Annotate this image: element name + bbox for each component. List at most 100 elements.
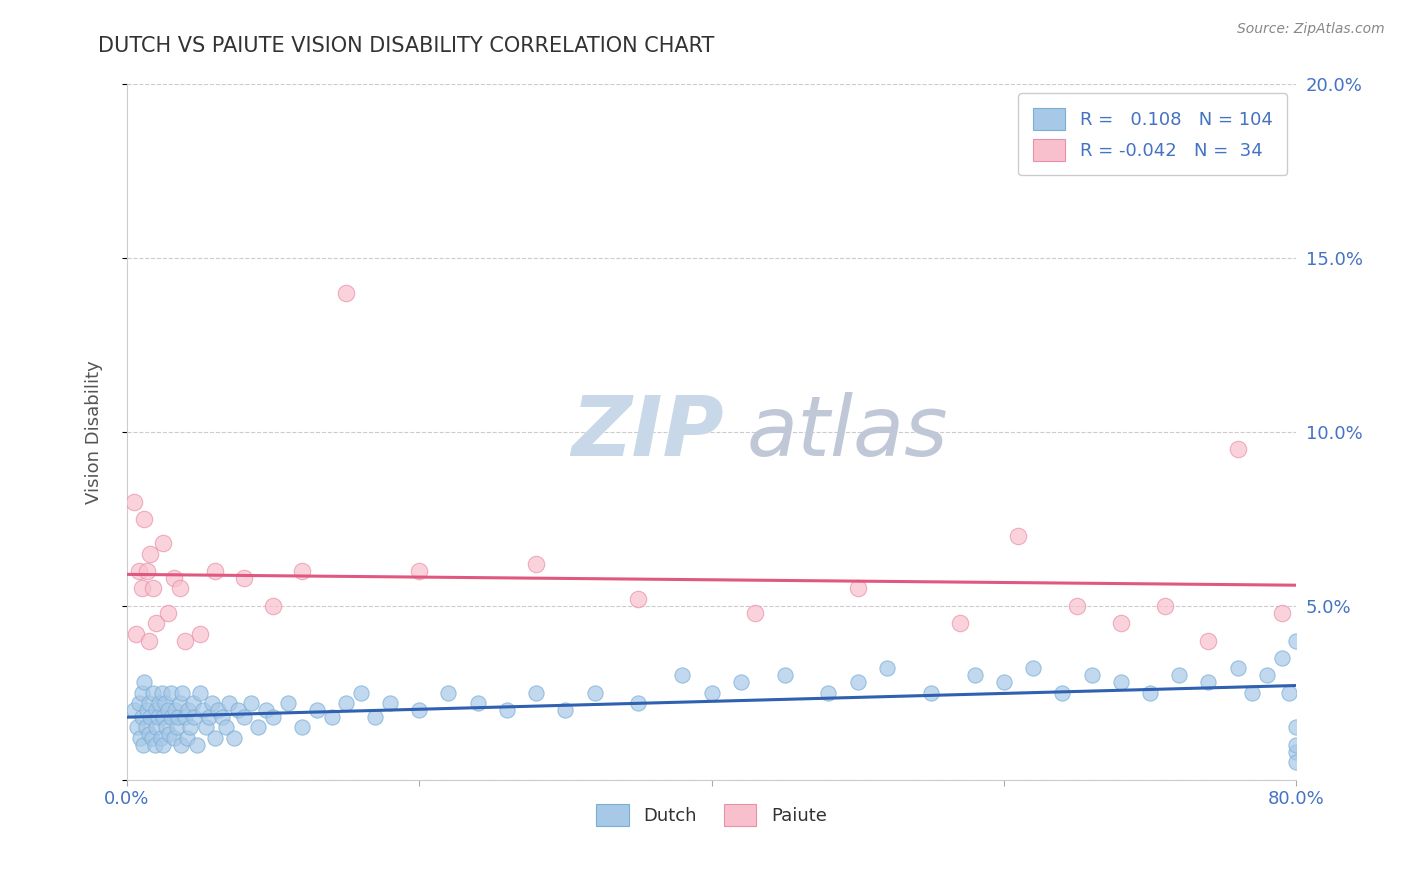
Point xyxy=(179,721,201,735)
Point xyxy=(554,703,576,717)
Point xyxy=(408,564,430,578)
Point xyxy=(131,582,153,596)
Point xyxy=(773,668,796,682)
Point xyxy=(496,703,519,717)
Point xyxy=(207,703,229,717)
Point xyxy=(232,710,254,724)
Point xyxy=(139,547,162,561)
Point xyxy=(1022,661,1045,675)
Point xyxy=(163,571,186,585)
Y-axis label: Vision Disability: Vision Disability xyxy=(86,360,103,504)
Point xyxy=(149,731,172,745)
Point xyxy=(197,710,219,724)
Point xyxy=(134,512,156,526)
Point xyxy=(142,582,165,596)
Point xyxy=(142,686,165,700)
Point xyxy=(165,703,187,717)
Point xyxy=(135,721,157,735)
Point xyxy=(156,703,179,717)
Point xyxy=(177,703,200,717)
Point xyxy=(232,571,254,585)
Point xyxy=(1285,738,1308,752)
Point xyxy=(254,703,277,717)
Point xyxy=(408,703,430,717)
Point xyxy=(1285,633,1308,648)
Point xyxy=(155,721,177,735)
Point xyxy=(128,696,150,710)
Point xyxy=(204,564,226,578)
Point xyxy=(1285,745,1308,759)
Point xyxy=(1168,668,1191,682)
Point xyxy=(846,675,869,690)
Point xyxy=(145,721,167,735)
Point xyxy=(159,710,181,724)
Point xyxy=(627,696,650,710)
Point xyxy=(138,727,160,741)
Point xyxy=(671,668,693,682)
Point xyxy=(170,738,193,752)
Point xyxy=(132,738,155,752)
Point xyxy=(350,686,373,700)
Point xyxy=(949,616,972,631)
Point xyxy=(817,686,839,700)
Point xyxy=(321,710,343,724)
Point xyxy=(122,494,145,508)
Point xyxy=(181,696,204,710)
Point xyxy=(627,591,650,606)
Point xyxy=(1080,668,1102,682)
Point xyxy=(1241,686,1264,700)
Point xyxy=(920,686,942,700)
Point xyxy=(305,703,328,717)
Point xyxy=(226,703,249,717)
Text: Source: ZipAtlas.com: Source: ZipAtlas.com xyxy=(1237,22,1385,37)
Point xyxy=(1052,686,1074,700)
Point xyxy=(993,675,1015,690)
Point xyxy=(145,616,167,631)
Point xyxy=(125,626,148,640)
Point xyxy=(1285,721,1308,735)
Point xyxy=(129,731,152,745)
Point xyxy=(174,633,197,648)
Point xyxy=(174,710,197,724)
Point xyxy=(194,721,217,735)
Point xyxy=(188,686,211,700)
Point xyxy=(148,696,170,710)
Point xyxy=(176,731,198,745)
Point xyxy=(131,710,153,724)
Point xyxy=(1270,606,1292,620)
Text: ZIP: ZIP xyxy=(571,392,724,473)
Point xyxy=(467,696,489,710)
Point xyxy=(1256,668,1278,682)
Point xyxy=(153,696,176,710)
Point xyxy=(169,582,191,596)
Text: DUTCH VS PAIUTE VISION DISABILITY CORRELATION CHART: DUTCH VS PAIUTE VISION DISABILITY CORREL… xyxy=(98,36,714,55)
Point xyxy=(1278,686,1301,700)
Point xyxy=(437,686,460,700)
Point xyxy=(963,668,986,682)
Point xyxy=(1066,599,1088,613)
Point xyxy=(240,696,263,710)
Point xyxy=(262,599,284,613)
Point xyxy=(152,536,174,550)
Point xyxy=(128,564,150,578)
Point xyxy=(846,582,869,596)
Point xyxy=(277,696,299,710)
Point xyxy=(218,696,240,710)
Point xyxy=(524,686,547,700)
Point xyxy=(145,703,167,717)
Point xyxy=(211,710,233,724)
Point xyxy=(1226,442,1249,457)
Point xyxy=(188,626,211,640)
Point xyxy=(1153,599,1175,613)
Point xyxy=(291,721,314,735)
Point xyxy=(1198,633,1220,648)
Point xyxy=(131,686,153,700)
Point xyxy=(159,686,181,700)
Point xyxy=(186,738,208,752)
Point xyxy=(138,696,160,710)
Point xyxy=(139,710,162,724)
Point xyxy=(1226,661,1249,675)
Text: atlas: atlas xyxy=(747,392,948,473)
Point xyxy=(247,721,270,735)
Point xyxy=(136,703,159,717)
